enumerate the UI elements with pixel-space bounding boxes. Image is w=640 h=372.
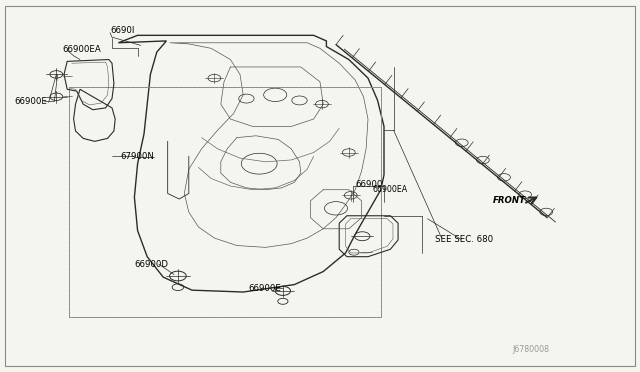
Text: 66900: 66900 (355, 180, 383, 189)
Text: J6780008: J6780008 (512, 345, 549, 354)
Text: 6690I: 6690I (110, 26, 134, 35)
Text: FRONT: FRONT (493, 196, 526, 205)
Text: 66900EA: 66900EA (63, 45, 102, 54)
Text: SEE SEC. 680: SEE SEC. 680 (435, 235, 493, 244)
Text: 66900EA: 66900EA (372, 185, 408, 194)
Text: 66900E: 66900E (14, 97, 47, 106)
Text: 66900D: 66900D (134, 260, 168, 269)
Text: 66900E: 66900E (248, 284, 281, 293)
Text: 67900N: 67900N (120, 152, 154, 161)
